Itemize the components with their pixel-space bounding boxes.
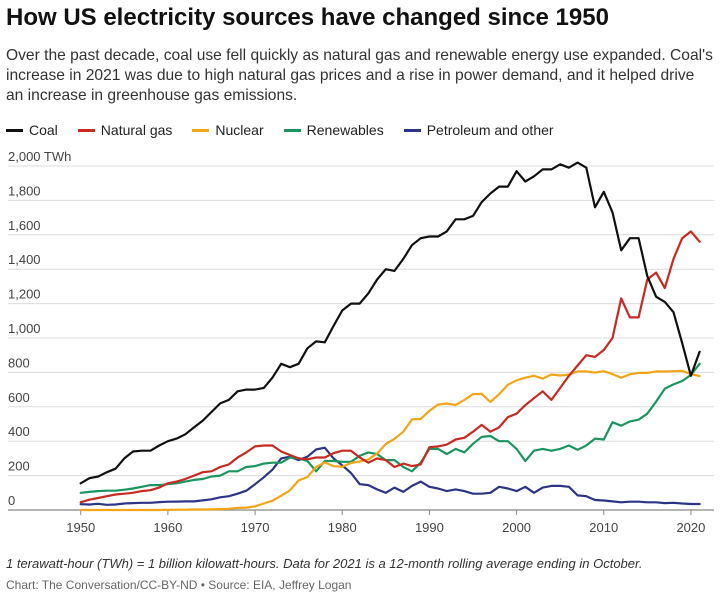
x-tick-label: 2010 bbox=[589, 520, 618, 535]
legend-item: Petroleum and other bbox=[403, 122, 554, 138]
series-line-natural-gas bbox=[79, 230, 701, 504]
series-line-renewables bbox=[79, 362, 701, 494]
legend-item: Natural gas bbox=[77, 122, 173, 138]
x-tick-label: 1980 bbox=[328, 520, 357, 535]
chart-title: How US electricity sources have changed … bbox=[6, 4, 609, 31]
y-grid bbox=[8, 165, 714, 511]
legend-label: Petroleum and other bbox=[426, 122, 554, 138]
x-tick-label: 2000 bbox=[502, 520, 531, 535]
chart-source: Chart: The Conversation/CC-BY-ND • Sourc… bbox=[6, 578, 352, 592]
legend-label: Nuclear bbox=[215, 122, 264, 138]
legend-swatch bbox=[283, 128, 301, 132]
legend-label: Renewables bbox=[306, 122, 384, 138]
y-tick-label: 800 bbox=[8, 355, 30, 370]
legend-label: Coal bbox=[29, 122, 58, 138]
series-line-petroleum-and-other bbox=[79, 446, 701, 506]
y-tick-label: 0 bbox=[8, 493, 15, 508]
series-line-coal bbox=[79, 161, 701, 485]
x-tick-label: 1950 bbox=[66, 520, 95, 535]
y-tick-label: 1,400 bbox=[8, 252, 41, 267]
y-tick-label: 200 bbox=[8, 459, 30, 474]
x-tick-label: 1970 bbox=[241, 520, 270, 535]
y-tick-label: 400 bbox=[8, 424, 30, 439]
legend-item: Coal bbox=[6, 122, 58, 138]
legend-swatch bbox=[77, 128, 95, 132]
chart-note: 1 terawatt-hour (TWh) = 1 billion kilowa… bbox=[6, 556, 643, 571]
x-tick-label: 2020 bbox=[676, 520, 705, 535]
y-tick-label: 1,800 bbox=[8, 183, 41, 198]
legend-item: Renewables bbox=[283, 122, 384, 138]
legend-swatch bbox=[6, 128, 23, 132]
legend: Coal Natural gas Nuclear Renewables Petroleu… bbox=[6, 122, 554, 138]
x-tick-labels: 1950 1960 1970 1980 1990 2000 2010 2020 bbox=[66, 510, 705, 535]
legend-label: Natural gas bbox=[100, 122, 173, 138]
x-tick-label: 1960 bbox=[153, 520, 182, 535]
chart-subtitle: Over the past decade, coal use fell quic… bbox=[6, 47, 713, 104]
x-tick-label: 1990 bbox=[415, 520, 444, 535]
y-tick-labels: 0 200 400 600 800 1,000 1,200 1,400 1,600 1,800 2,… bbox=[8, 150, 71, 508]
legend-swatch bbox=[403, 128, 421, 132]
line-chart: 0 200 400 600 800 1,000 1,200 1,400 1,600 1,800 2,… bbox=[8, 150, 714, 535]
legend-swatch bbox=[192, 128, 210, 132]
y-tick-label: 1,200 bbox=[8, 287, 41, 302]
y-tick-label: 1,000 bbox=[8, 321, 41, 336]
legend-item: Nuclear bbox=[192, 122, 264, 138]
series-line-nuclear bbox=[79, 369, 701, 512]
y-tick-label: 1,600 bbox=[8, 218, 41, 233]
y-tick-label: 2,000 TWh bbox=[8, 150, 71, 164]
y-tick-label: 600 bbox=[8, 390, 30, 405]
series-lines bbox=[79, 161, 701, 512]
